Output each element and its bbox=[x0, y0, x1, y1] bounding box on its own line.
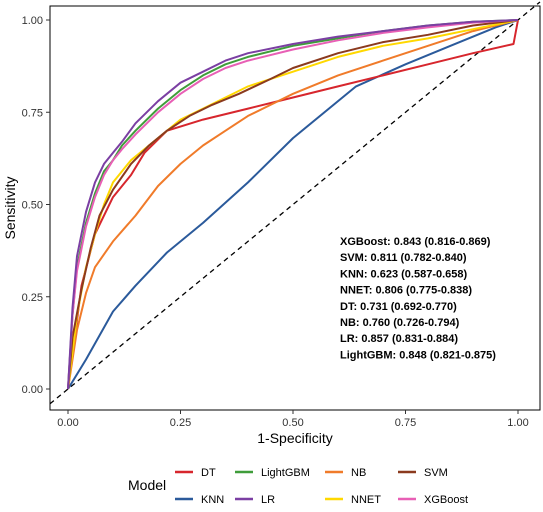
legend-label-nnet: NNET bbox=[351, 494, 381, 506]
y-axis-title: Sensitivity bbox=[2, 176, 18, 239]
auc-annotation: XGBoost: 0.843 (0.816-0.869) bbox=[340, 236, 491, 248]
legend-label-knn: KNN bbox=[201, 494, 224, 506]
roc-curve-lr bbox=[67, 19, 519, 390]
x-tick-label: 1.00 bbox=[507, 417, 528, 429]
y-tick-label: 0.50 bbox=[22, 200, 43, 212]
auc-annotation: NNET: 0.806 (0.775-0.838) bbox=[340, 285, 472, 297]
roc-curve-svm bbox=[67, 19, 519, 390]
x-tick-label: 0.75 bbox=[395, 417, 416, 429]
axes-layer: 0.00 0.25 0.50 0.75 1.00 0.00 0.25 0.50 0.75 1.00… bbox=[2, 5, 541, 446]
auc-annotation: LightGBM: 0.848 (0.821-0.875) bbox=[340, 349, 496, 361]
roc-curve-dt bbox=[67, 19, 519, 390]
legend-label-svm: SVM bbox=[424, 467, 448, 479]
y-tick-label: 0.75 bbox=[22, 107, 43, 119]
legend-label-lightgbm: LightGBM bbox=[261, 467, 310, 479]
labels-layer: XGBoost: 0.843 (0.816-0.869) SVM: 0.811 (… bbox=[340, 236, 496, 361]
roc-curve-nb bbox=[67, 19, 519, 390]
x-tick-label: 0.25 bbox=[170, 417, 191, 429]
x-axis-title: 1-Specificity bbox=[257, 430, 332, 446]
auc-annotation: DT: 0.731 (0.692-0.770) bbox=[340, 301, 457, 313]
auc-annotation: SVM: 0.811 (0.782-0.840) bbox=[340, 252, 467, 264]
y-tick-label: 1.00 bbox=[22, 15, 43, 27]
legend-label-xgboost: XGBoost bbox=[424, 494, 468, 506]
auc-annotation: NB: 0.760 (0.726-0.794) bbox=[340, 317, 460, 329]
diagonal-reference-line bbox=[49, 1, 541, 405]
auc-annotation: LR: 0.857 (0.831-0.884) bbox=[340, 333, 458, 345]
y-tick-label: 0.00 bbox=[22, 384, 43, 396]
legend-title: Model bbox=[128, 477, 166, 493]
y-tick-label: 0.25 bbox=[22, 292, 43, 304]
legend-label-nb: NB bbox=[351, 467, 366, 479]
legend-label-dt: DT bbox=[201, 467, 216, 479]
x-tick-label: 0.00 bbox=[57, 417, 78, 429]
auc-annotation: KNN: 0.623 (0.587-0.658) bbox=[340, 268, 468, 280]
x-tick-label: 0.50 bbox=[282, 417, 303, 429]
legend-layer: Model DT LightGBM NB SVM KNN LR NNET XGBoost bbox=[128, 467, 468, 506]
legend-label-lr: LR bbox=[261, 494, 275, 506]
plot-panel-border bbox=[49, 5, 541, 411]
roc-curve-knn bbox=[67, 19, 519, 390]
curves-layer bbox=[49, 1, 541, 405]
roc-curve-xgboost bbox=[67, 19, 519, 390]
